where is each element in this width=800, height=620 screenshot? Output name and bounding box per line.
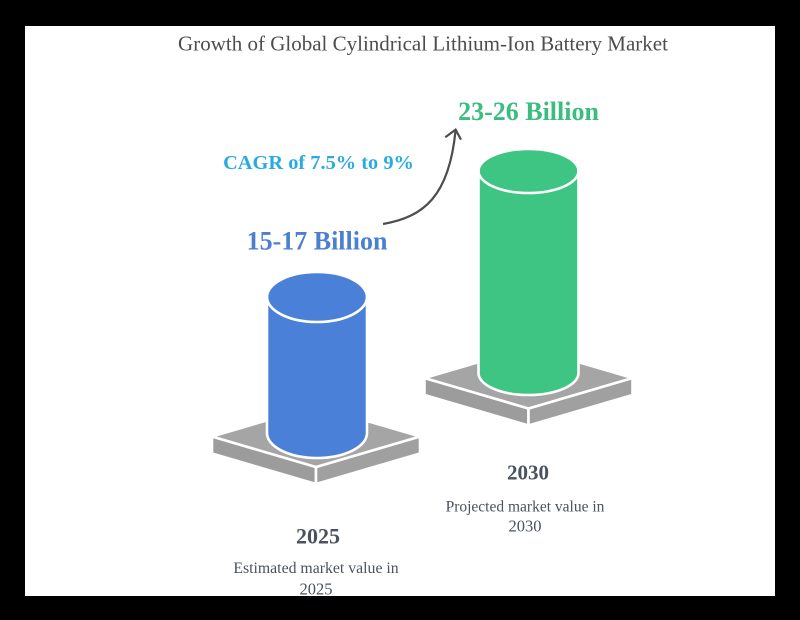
svg-text:2030: 2030: [507, 461, 549, 485]
svg-text:Projected market value in: Projected market value in: [446, 499, 605, 516]
svg-text:2030: 2030: [509, 517, 542, 536]
svg-text:2025: 2025: [296, 524, 340, 549]
svg-text:Estimated market value in: Estimated market value in: [233, 560, 398, 577]
svg-text:15-17 Billion: 15-17 Billion: [247, 227, 388, 256]
svg-text:2025: 2025: [300, 580, 333, 599]
svg-text:23-26 Billion: 23-26 Billion: [458, 97, 599, 126]
svg-text:CAGR of 7.5% to 9%: CAGR of 7.5% to 9%: [223, 152, 414, 174]
svg-text:Growth of Global Cylindrical L: Growth of Global Cylindrical Lithium-Ion…: [178, 32, 668, 56]
